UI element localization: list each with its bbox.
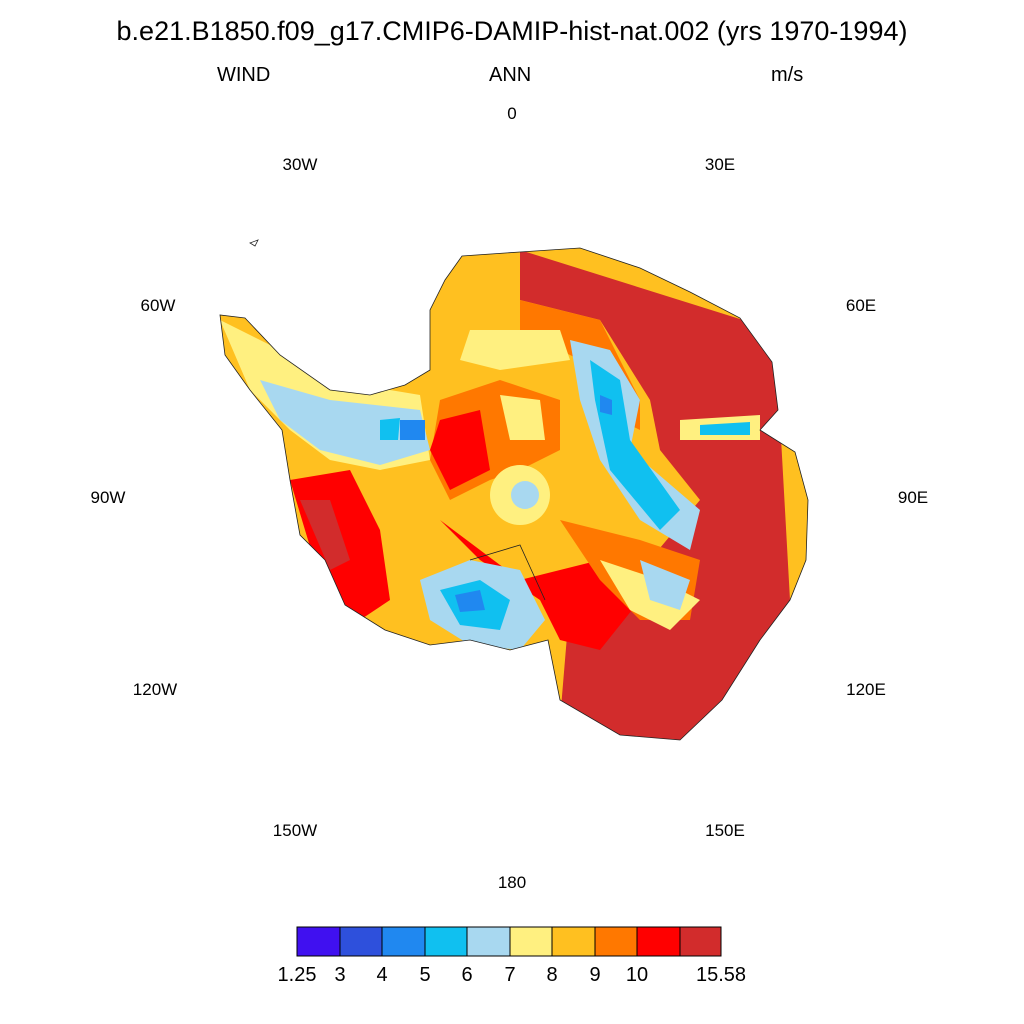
pole-center xyxy=(511,481,539,509)
colorbar-swatch xyxy=(296,926,341,957)
lon-label-150e: 150E xyxy=(705,821,745,840)
colorbar-swatch xyxy=(551,926,596,957)
colorbar-label: 4 xyxy=(376,964,387,986)
lon-label-180: 180 xyxy=(498,873,526,892)
lon-label-0: 0 xyxy=(507,104,516,123)
colorbar-label: 15.58 xyxy=(696,964,746,986)
colorbar-swatch xyxy=(509,926,553,957)
ross-ice-shelf-edge xyxy=(469,544,546,601)
colorbar-swatch xyxy=(636,926,681,957)
lon-label-90e: 90E xyxy=(898,488,928,507)
region-5-6-ridge xyxy=(590,360,680,530)
colorbar-label: 9 xyxy=(589,964,600,986)
island-outline xyxy=(249,239,259,247)
region-5-6-amery xyxy=(700,422,750,435)
colorbar-swatch xyxy=(339,926,383,957)
region-4-5-ridge xyxy=(600,395,612,415)
colorbar-swatch xyxy=(381,926,426,957)
plot-title: b.e21.B1850.f09_g17.CMIP6-DAMIP-hist-nat… xyxy=(116,16,908,46)
region-6-7-weddell xyxy=(260,380,430,465)
lon-label-150w: 150W xyxy=(273,821,317,840)
colorbar: 1.25 3 4 5 6 7 8 9 10 15.58 xyxy=(278,926,746,986)
colorbar-label: 1.25 xyxy=(278,964,317,986)
season-label: ANN xyxy=(489,64,532,86)
colorbar-label: 6 xyxy=(461,964,472,986)
units-label: m/s xyxy=(771,64,804,86)
colorbar-label: 10 xyxy=(626,964,648,986)
region-6-7-east xyxy=(640,560,690,610)
region-7-8-north xyxy=(460,330,570,370)
colorbar-swatch xyxy=(466,926,511,957)
coastline xyxy=(219,247,809,741)
region-above-10-westcoast xyxy=(300,500,350,570)
colorbar-label: 3 xyxy=(334,964,345,986)
lon-label-90w: 90W xyxy=(91,488,126,507)
colorbar-label: 5 xyxy=(419,964,430,986)
region-10-inner xyxy=(440,520,640,650)
colorbar-swatch xyxy=(594,926,638,957)
lon-label-120e: 120E xyxy=(846,680,886,699)
lon-label-30w: 30W xyxy=(283,155,318,174)
lon-label-60e: 60E xyxy=(846,296,876,315)
lon-label-30e: 30E xyxy=(705,155,735,174)
region-5-6-weddell xyxy=(380,418,400,440)
lon-label-60w: 60W xyxy=(141,296,176,315)
region-10-west xyxy=(430,410,490,490)
colorbar-label: 8 xyxy=(546,964,557,986)
region-4-5-ross xyxy=(455,590,485,612)
lon-label-120w: 120W xyxy=(133,680,177,699)
region-4-5-weddell xyxy=(400,420,425,440)
variable-label: WIND xyxy=(217,64,271,86)
colorbar-swatch xyxy=(679,926,722,957)
region-7-8-center xyxy=(500,395,545,440)
colorbar-swatch xyxy=(424,926,468,957)
colorbar-label: 7 xyxy=(504,964,515,986)
